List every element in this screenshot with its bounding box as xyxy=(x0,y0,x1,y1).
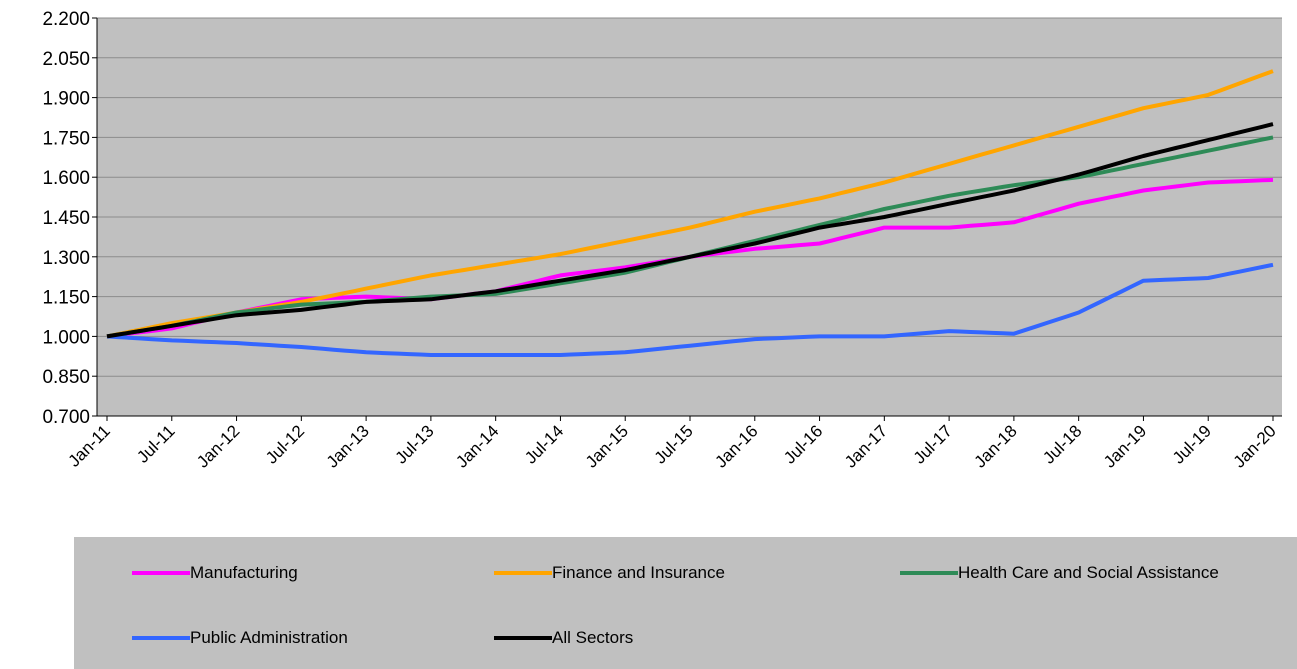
y-tick-label: 0.700 xyxy=(42,407,90,428)
y-tick-label: 1.150 xyxy=(42,288,90,309)
x-tick-label: Jan-15 xyxy=(582,421,632,471)
line-chart: 0.700 0.850 1.000 1.150 1.300 1.450 1.600 1.750… xyxy=(42,9,1282,472)
x-tick-label: Jan-11 xyxy=(65,421,114,470)
x-tick-label: Jan-20 xyxy=(1230,421,1280,471)
x-tick-label: Jul-15 xyxy=(651,421,697,467)
legend-swatch xyxy=(494,571,552,575)
x-tick-label: Jul-14 xyxy=(521,421,567,467)
legend-swatch xyxy=(494,636,552,640)
legend-item: Health Care and Social Assistance xyxy=(900,561,1219,585)
gridlines xyxy=(97,17,1282,377)
y-tick-label: 1.750 xyxy=(42,128,90,149)
x-axis-ticks: Jan-11 Jul-11 Jan-12 Jul-12 Jan-13 Jul-13 Jan-… xyxy=(65,416,1280,472)
series-line-all-sectors xyxy=(106,122,1274,339)
x-tick-label: Jul-17 xyxy=(910,421,956,467)
y-tick-label: 2.200 xyxy=(42,9,90,30)
series-line-public-administration xyxy=(106,262,1274,357)
y-tick-label: 1.600 xyxy=(42,168,90,189)
y-axis-ticks: 0.700 0.850 1.000 1.150 1.300 1.450 1.600 1.750… xyxy=(42,9,97,428)
legend-item: Finance and Insurance xyxy=(494,561,725,585)
legend-swatch xyxy=(132,571,190,575)
y-tick-label: 1.000 xyxy=(42,327,90,348)
x-tick-label: Jan-19 xyxy=(1100,421,1150,471)
x-tick-label: Jul-18 xyxy=(1039,421,1085,467)
x-tick-label: Jul-13 xyxy=(392,421,438,467)
x-tick-label: Jan-18 xyxy=(971,421,1021,471)
x-tick-label: Jul-16 xyxy=(780,421,826,467)
series-lines xyxy=(106,69,1274,357)
legend: Manufacturing Finance and Insurance Health… xyxy=(74,537,1297,669)
y-tick-label: 1.300 xyxy=(42,248,90,269)
legend-item: Public Administration xyxy=(132,626,348,650)
x-tick-label: Jan-17 xyxy=(841,421,891,471)
x-tick-label: Jan-16 xyxy=(711,421,761,471)
y-tick-label: 1.450 xyxy=(42,208,90,229)
legend-label: Manufacturing xyxy=(190,563,298,582)
legend-label: Finance and Insurance xyxy=(552,563,725,582)
x-tick-label: Jan-13 xyxy=(323,421,373,471)
legend-swatch xyxy=(132,636,190,640)
series-line-finance-and-insurance xyxy=(106,69,1274,339)
legend-swatch xyxy=(900,571,958,575)
y-tick-label: 2.050 xyxy=(42,49,90,70)
legend-item: All Sectors xyxy=(494,626,633,650)
x-tick-label: Jul-19 xyxy=(1169,421,1215,467)
x-tick-label: Jan-14 xyxy=(452,421,502,471)
x-tick-label: Jul-11 xyxy=(133,421,178,466)
legend-label: Public Administration xyxy=(190,628,348,647)
legend-label: Health Care and Social Assistance xyxy=(958,563,1219,582)
legend-item: Manufacturing xyxy=(132,561,298,585)
legend-label: All Sectors xyxy=(552,628,634,647)
x-tick-label: Jul-12 xyxy=(262,421,308,467)
x-tick-label: Jan-12 xyxy=(193,421,243,471)
y-tick-label: 0.850 xyxy=(42,367,90,388)
y-tick-label: 1.900 xyxy=(42,89,90,110)
